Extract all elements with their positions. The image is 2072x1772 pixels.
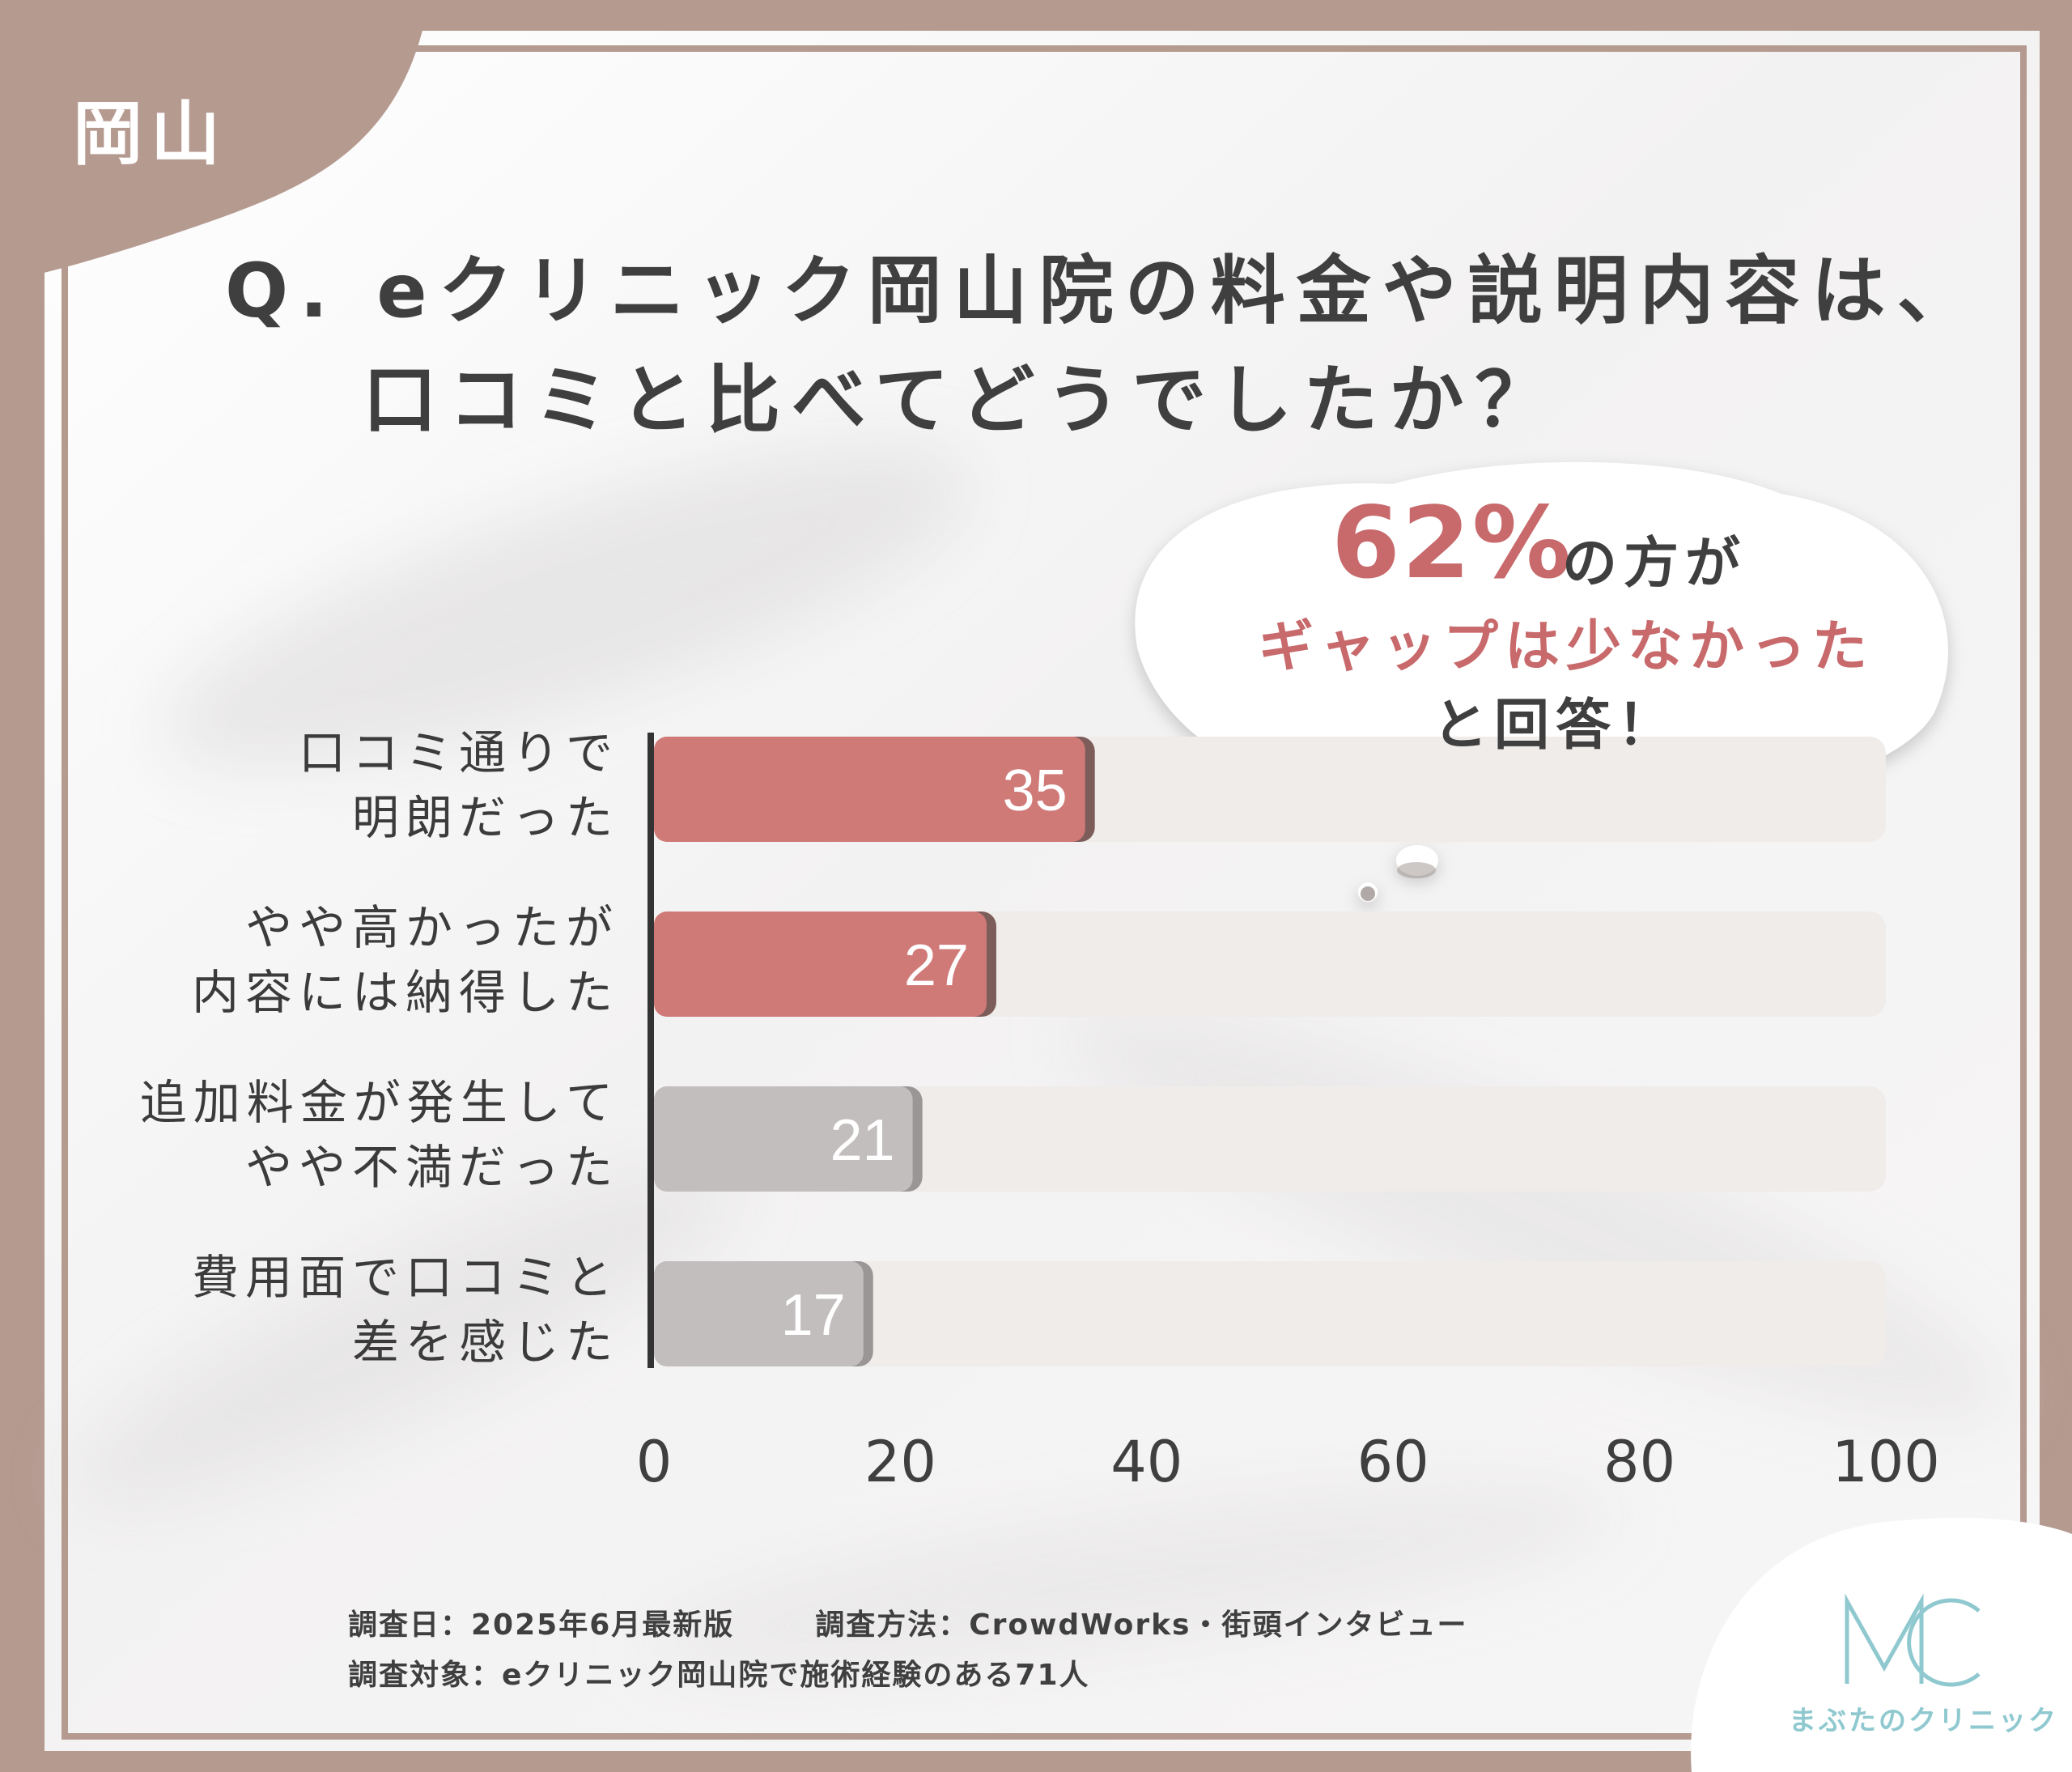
logo-name: まぶたのクリニック (1789, 1705, 2058, 1737)
title-line-2: 口コミと比べてどうでしたか？ (363, 357, 1561, 444)
bar (654, 1261, 864, 1366)
callout-suffix: の方が (1562, 532, 1747, 596)
inner-frame (62, 45, 2027, 1740)
category-label-line: 追加料金が発生して (139, 1075, 619, 1130)
bar (654, 1086, 913, 1192)
region-tag: 岡山 (73, 94, 228, 175)
logo-blob (1691, 1518, 2072, 1772)
x-tick-label: 100 (1832, 1429, 1940, 1495)
x-tick-label: 0 (635, 1429, 673, 1495)
x-tick-label: 80 (1603, 1429, 1676, 1495)
x-tick-label: 20 (864, 1429, 936, 1495)
category-label-line: 口コミ通りで (298, 725, 619, 780)
x-tick-label: 60 (1357, 1429, 1429, 1495)
title-line-1: Q. eクリニック岡山院の料金や説明内容は、 (225, 248, 1983, 334)
bar-track (654, 1086, 1886, 1192)
bar-value-label: 27 (904, 933, 969, 998)
survey-date: 調査日：2025年6月最新版 (348, 1608, 735, 1642)
category-label-line: やや不満だった (244, 1140, 619, 1195)
bar-value-label: 17 (781, 1283, 846, 1348)
bar-chart: 35 27 21 17 (648, 733, 1886, 1368)
category-label-line: 差を感じた (351, 1315, 619, 1370)
content-panel (45, 31, 2040, 1751)
bubble-dots-shadow (1361, 862, 1436, 901)
x-tick-label: 40 (1110, 1429, 1183, 1495)
survey-method: 調査方法：CrowdWorks・街頭インタビュー (815, 1608, 1468, 1642)
region-tag-shape (0, 0, 429, 283)
bar-value-label: 21 (830, 1108, 895, 1173)
category-label: 追加料金が発生してやや不満だった (53, 1070, 619, 1200)
category-label: 口コミ通りで明朗だった (53, 720, 619, 850)
category-label: やや高かったが内容には納得した (53, 895, 619, 1025)
bar-track (654, 1261, 1886, 1366)
category-label: 費用面で口コミと差を感じた (53, 1245, 619, 1375)
category-label-line: やや高かったが (244, 900, 619, 955)
bar (654, 911, 987, 1017)
callout-percent: 62% (1331, 486, 1573, 601)
footnote-line-1: 調査日：2025年6月最新版 調査方法：CrowdWorks・街頭インタビュー (348, 1601, 1467, 1643)
bar-value-label: 35 (1003, 759, 1068, 823)
category-label-line: 内容には納得した (191, 965, 619, 1020)
logo-mark (1845, 1593, 1981, 1687)
category-label-line: 明朗だった (351, 790, 619, 845)
bar (654, 737, 1085, 842)
survey-target: 調査対象：eクリニック岡山院で施術経験のある71人 (348, 1659, 1090, 1692)
callout-highlight: ギャップは少なかった (1259, 615, 1875, 679)
y-axis-line (648, 733, 654, 1368)
callout-ending: と回答！ (1433, 694, 1679, 758)
category-label-line: 費用面で口コミと (191, 1250, 619, 1305)
